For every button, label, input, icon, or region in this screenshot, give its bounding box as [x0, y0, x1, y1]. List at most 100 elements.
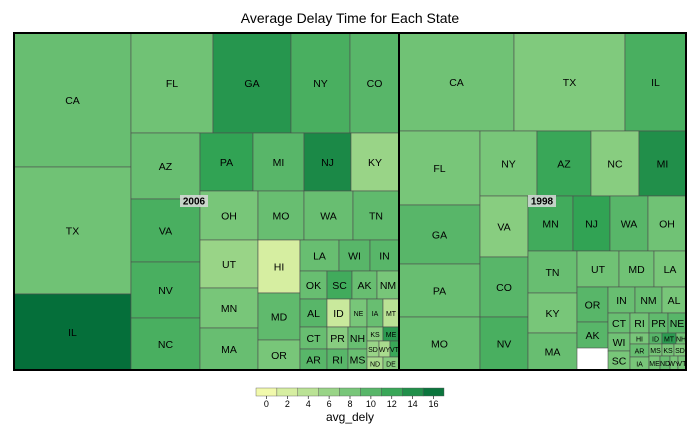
cell-label-2006-ny: NY — [313, 78, 328, 90]
cell-label-1998-ne: NE — [670, 318, 685, 330]
cell-label-2006-or: OR — [271, 350, 287, 362]
legend-tick-label: 12 — [387, 399, 397, 409]
cell-label-2006-md: MD — [271, 311, 288, 323]
cell-label-1998-id: ID — [652, 336, 659, 343]
cell-label-1998-ak: AK — [585, 330, 599, 342]
cell-label-2006-mn: MN — [221, 303, 237, 315]
cell-label-2006-ne: NE — [354, 311, 364, 318]
cell-label-2006-nj: NJ — [321, 157, 334, 169]
cell-1998-al — [661, 286, 687, 314]
cell-label-2006-mi: MI — [273, 157, 285, 169]
group-label-2006: 2006 — [183, 197, 206, 208]
cell-label-2006-al: AL — [307, 308, 320, 320]
chart-title: Average Delay Time for Each State — [240, 10, 460, 26]
cell-label-1998-mn: MN — [542, 218, 558, 230]
cell-label-1998-va: VA — [497, 221, 510, 233]
cell-label-1998-mi: MI — [657, 158, 669, 170]
cell-label-2006-ky: KY — [368, 157, 382, 169]
legend-tick-label: 4 — [306, 399, 311, 409]
cell-label-2006-ak: AK — [357, 280, 371, 292]
legend-swatch — [318, 387, 340, 397]
cell-1998-va — [479, 195, 529, 258]
legend-tick-label: 0 — [264, 399, 269, 409]
cell-label-1998-nm: NM — [640, 295, 656, 307]
cell-label-2006-az: AZ — [159, 161, 173, 173]
cell-2006-nj — [303, 132, 352, 192]
cell-label-2006-nd: ND — [370, 361, 380, 368]
legend-swatch — [276, 387, 298, 397]
cell-2006-tn — [352, 190, 400, 241]
cell-label-2006-hi: HI — [274, 261, 285, 273]
cell-label-2006-wa: WA — [320, 210, 337, 222]
cell-label-1998-ar: AR — [635, 348, 645, 355]
legend-tick-label: 2 — [285, 399, 290, 409]
cell-label-2006-mt: MT — [386, 311, 397, 318]
cell-label-2006-ri: RI — [332, 354, 343, 366]
cell-label-1998-ga: GA — [432, 229, 447, 241]
cell-label-1998-ms: MS — [650, 348, 661, 355]
legend-swatch — [381, 387, 403, 397]
cell-label-2006-sd: SD — [368, 347, 378, 354]
legend-tick-label: 10 — [366, 399, 376, 409]
cell-2006-fl — [130, 32, 214, 134]
cell-1998-co — [479, 256, 529, 318]
cell-label-2006-ok: OK — [306, 280, 321, 292]
cell-label-2006-sc: SC — [332, 280, 347, 292]
cell-label-2006-ct: CT — [307, 333, 322, 345]
cell-label-2006-nv: NV — [158, 285, 173, 297]
cell-label-1998-fl: FL — [433, 163, 445, 175]
cell-label-2006-me: ME — [386, 332, 397, 339]
cell-label-1998-mo: MO — [431, 338, 448, 350]
cell-label-1998-oh: OH — [659, 218, 675, 230]
cell-2006-nc — [130, 317, 201, 371]
cell-label-2006-mo: MO — [273, 210, 290, 222]
legend-tick-label: 16 — [429, 399, 439, 409]
legend-swatch — [339, 387, 361, 397]
cell-label-1998-la: LA — [664, 264, 677, 276]
cell-label-2006-nh: NH — [350, 333, 365, 345]
cell-label-1998-sc: SC — [612, 355, 627, 367]
cell-label-1998-ri: RI — [634, 318, 645, 330]
cell-label-1998-az: AZ — [557, 158, 571, 170]
cell-2006-va — [130, 198, 201, 263]
cell-label-1998-wi: WI — [613, 337, 626, 349]
cell-label-1998-nd: ND — [660, 361, 670, 368]
cell-label-1998-in: IN — [616, 295, 627, 307]
cell-1998-tx — [513, 32, 626, 132]
legend-swatch — [360, 387, 382, 397]
cell-2006-ky — [350, 132, 400, 192]
cell-1998-ky — [527, 292, 578, 334]
cell-1998-nv — [479, 316, 529, 371]
legend-title: avg_dely — [326, 410, 374, 424]
cell-label-2006-tx: TX — [66, 225, 79, 237]
cell-1998-ca — [398, 32, 515, 132]
cell-label-2006-id: ID — [333, 308, 344, 320]
cell-1998-ny — [479, 130, 538, 197]
cell-label-1998-vt: VT — [678, 361, 688, 368]
cell-label-1998-nj: NJ — [585, 218, 598, 230]
cell-label-2006-wi: WI — [348, 250, 361, 262]
cell-label-2006-in: IN — [379, 250, 390, 262]
cell-label-1998-nv: NV — [497, 338, 512, 350]
cell-label-1998-wa: WA — [621, 218, 638, 230]
cell-2006-or — [257, 339, 301, 371]
cell-label-1998-me: ME — [649, 361, 660, 368]
cell-1998-az — [536, 130, 592, 197]
cell-2006-nv — [130, 261, 201, 319]
legend-tick-label: 14 — [408, 399, 418, 409]
cell-1998-ga — [398, 204, 481, 265]
group-badge-2006 — [180, 195, 208, 207]
cell-label-1998-ky: KY — [545, 308, 559, 320]
cell-1998-mo — [398, 316, 481, 371]
group-1998: CA TX IL FL NY AZ NC MI GA VA MN NJ WA OH PA CO TN UT MD LA… — [398, 32, 688, 371]
cell-1998-ak — [576, 321, 609, 349]
cell-label-1998-mt: MT — [664, 336, 675, 343]
cell-label-1998-pa: PA — [433, 285, 446, 297]
cell-label-2006-oh: OH — [221, 210, 237, 222]
cell-label-2006-ca: CA — [65, 95, 80, 107]
cell-label-1998-ca: CA — [449, 77, 464, 89]
cell-label-2006-ks: KS — [370, 332, 380, 339]
cell-label-1998-co: CO — [496, 282, 512, 294]
group-2006: CA TX IL FL GA NY CO AZ PA MI NJ KY VA NV NC OH MO WA TN UT… — [13, 32, 400, 371]
